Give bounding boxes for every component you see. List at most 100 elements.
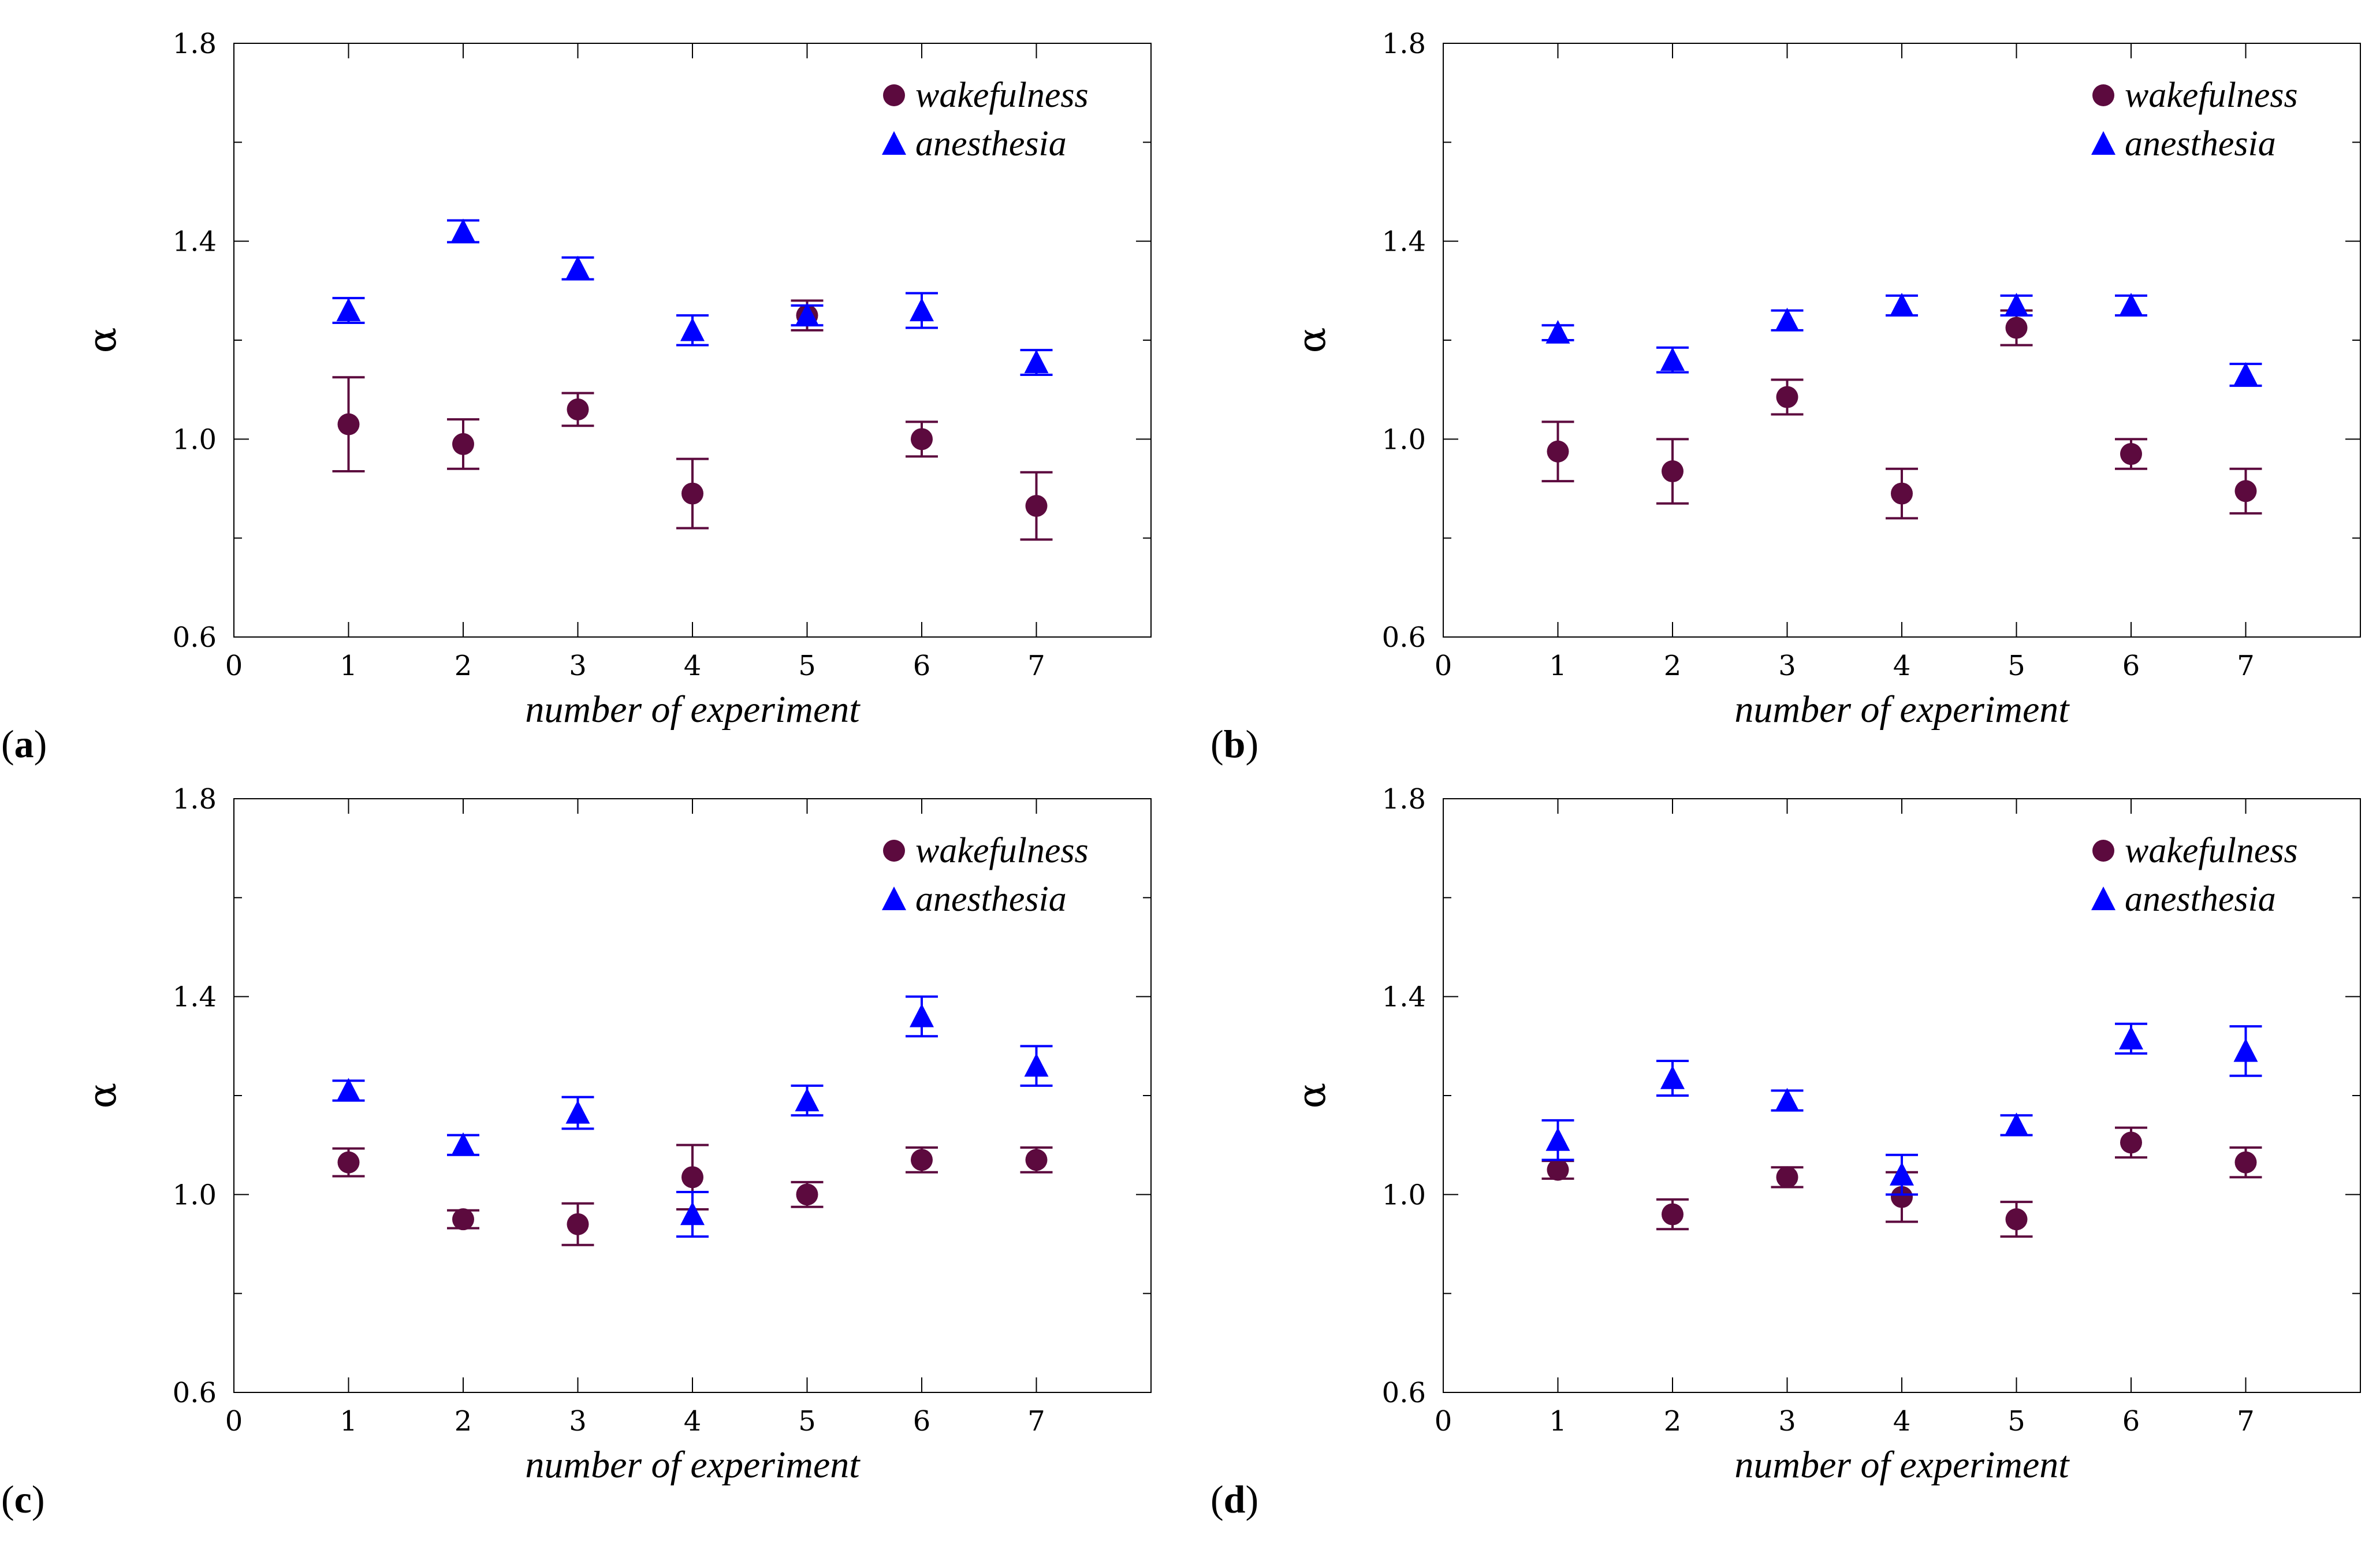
panel-label-open: ( [1,722,14,766]
data-point-wakefulness [681,482,703,505]
x-tick-label: 2 [1664,650,1682,682]
data-point-wakefulness [681,1166,703,1189]
x-axis-title: number of experiment [525,1444,861,1486]
legend-label-wakefulness: wakefulness [915,831,1089,870]
panel-label-open: ( [1211,722,1224,766]
x-tick-label: 5 [798,650,816,682]
legend-marker-wakefulness [2092,84,2114,106]
series-wakefulness [1541,309,2262,520]
data-point-wakefulness [567,398,589,420]
y-axis-title: α [80,327,125,353]
y-tick-label: 1.8 [1382,28,1426,60]
data-point-anesthesia [680,317,705,341]
legend-label-anesthesia: anesthesia [915,880,1067,919]
chart-panel-d: 0.6 1.0 1.4 1.8 0 1 2 3 4 5 6 7 number of experiment… [1211,783,2361,1521]
x-axis-title: number of experiment [525,688,861,731]
data-point-wakefulness [1547,1159,1569,1181]
x-tick-label: 5 [798,1405,816,1437]
x-tick-label: 0 [225,650,243,682]
x-axis-title: number of experiment [1734,688,2070,731]
data-point-anesthesia [795,303,820,326]
chart-panel-c: 0.6 1.0 1.4 1.8 0 1 2 3 4 5 6 7 number of experiment… [1,783,1152,1521]
x-tick-label: 3 [569,650,587,682]
data-point-anesthesia [336,1078,361,1102]
x-tick-label: 4 [1893,650,1911,682]
data-point-anesthesia [2233,1038,2258,1062]
data-point-wakefulness [2120,443,2142,465]
x-axis-title: number of experiment [1734,1444,2070,1486]
y-tick-label: 1.0 [1382,1179,1426,1211]
data-point-anesthesia [565,1100,590,1124]
y-tick-label: 1.4 [1382,226,1426,258]
data-point-anesthesia [451,1132,475,1156]
legend-marker-anesthesia [882,131,906,155]
data-point-wakefulness [452,433,474,455]
data-point-wakefulness [1776,1166,1798,1189]
data-point-wakefulness [2234,480,2257,502]
data-point-anesthesia [336,297,361,322]
x-tick-label: 3 [569,1405,587,1437]
y-tick-label: 0.6 [1382,621,1426,654]
panel-label-close: ) [34,722,47,766]
panel-label: (a) [1,722,47,766]
legend-marker-anesthesia [2091,131,2115,155]
x-tick-label: 6 [913,650,931,682]
y-tick-label: 0.6 [1382,1377,1426,1409]
panel-label-close: ) [1245,722,1258,766]
x-tick-label: 7 [2237,650,2255,682]
y-axis-title: α [80,1083,125,1109]
x-tick-label: 0 [225,1405,243,1437]
x-tick-label: 7 [1027,650,1045,682]
y-tick-label: 1.8 [1382,783,1426,815]
data-point-anesthesia [1024,349,1049,374]
data-point-anesthesia [1660,347,1685,371]
data-point-anesthesia [2004,293,2029,316]
x-tick-label: 2 [455,1405,472,1437]
data-point-anesthesia [1024,1053,1049,1077]
data-point-anesthesia [565,255,590,280]
data-point-anesthesia [1775,1087,1800,1112]
x-tick-label: 3 [1778,650,1796,682]
panel-label: (c) [1,1477,45,1521]
x-tick-label: 5 [2007,1405,2025,1437]
y-tick-label: 0.6 [173,621,217,654]
x-tick-label: 4 [684,650,702,682]
y-tick-label: 1.0 [173,423,217,456]
y-tick-label: 1.0 [1382,423,1426,456]
x-tick-label: 1 [340,650,357,682]
data-point-wakefulness [2234,1151,2257,1174]
panel-label-letter: b [1224,722,1246,766]
x-tick-label: 1 [340,1405,357,1437]
x-tick-label: 2 [1664,1405,1682,1437]
data-point-anesthesia [910,297,934,322]
data-point-wakefulness [1891,1186,1913,1208]
data-point-wakefulness [2005,316,2028,339]
data-point-wakefulness [1025,494,1048,517]
series-anesthesia [332,218,1053,376]
x-tick-label: 0 [1435,1405,1452,1437]
legend-label-anesthesia: anesthesia [2125,880,2276,919]
data-point-wakefulness [1662,1203,1683,1226]
data-point-wakefulness [452,1208,474,1231]
legend-marker-wakefulness [883,840,905,862]
chart-panel-a: 0.6 1.0 1.4 1.8 0 1 2 3 4 5 6 7 number of experiment… [1,28,1152,766]
x-tick-label: 4 [684,1405,702,1437]
series-anesthesia [332,995,1053,1238]
data-point-anesthesia [2233,362,2258,386]
x-tick-label: 2 [455,650,472,682]
data-point-wakefulness [1547,440,1569,463]
chart-panel-b: 0.6 1.0 1.4 1.8 0 1 2 3 4 5 6 7 number of experiment… [1211,28,2361,766]
data-point-anesthesia [795,1087,820,1112]
data-point-anesthesia [1660,1066,1685,1089]
x-tick-label: 7 [1027,1405,1045,1437]
panel-label-open: ( [1,1477,14,1521]
series-wakefulness [1541,1126,2262,1238]
data-point-anesthesia [1890,293,1914,316]
data-point-wakefulness [911,428,933,450]
series-anesthesia [1541,293,2262,387]
data-point-wakefulness [1891,482,1913,505]
data-point-anesthesia [680,1201,705,1226]
y-tick-label: 1.8 [173,28,217,60]
x-tick-label: 5 [2007,650,2025,682]
